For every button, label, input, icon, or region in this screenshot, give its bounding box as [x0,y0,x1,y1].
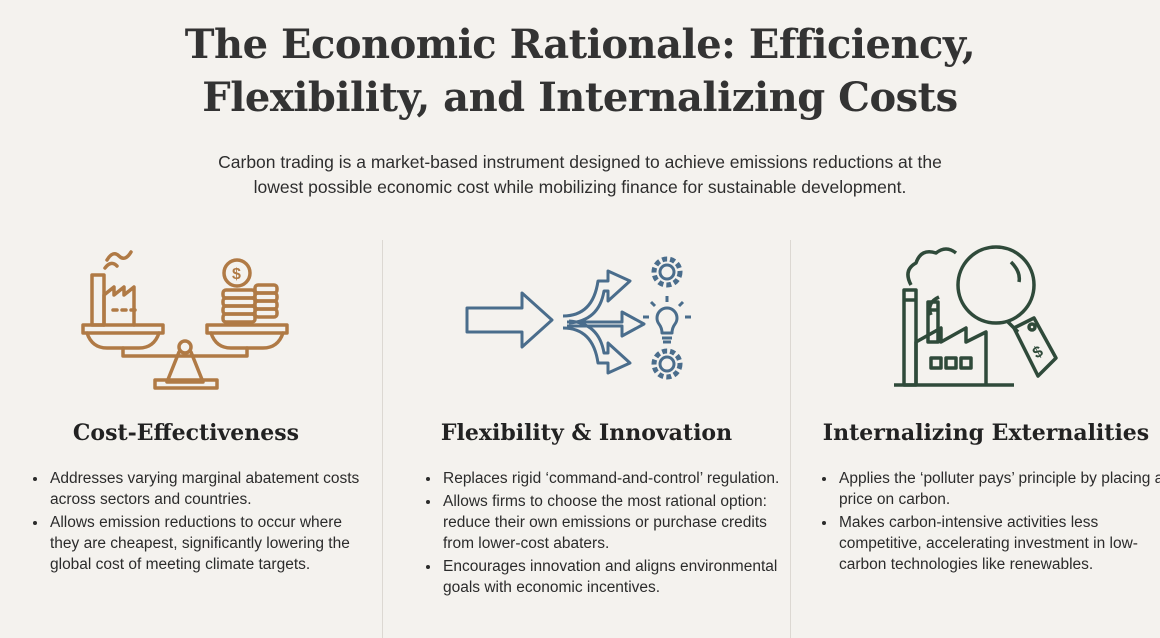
branching-arrows-gear-lightbulb-icon [465,256,691,380]
column-heading: Cost-Effectiveness [72,420,300,446]
column-divider [790,240,791,638]
page-subtitle: Carbon trading is a market-based instrum… [218,152,942,197]
bullet-item: Replaces rigid ‘command-and-control’ reg… [441,468,781,489]
factory-magnifier-price-tag-icon: $ [894,245,1058,387]
column-heading: Flexibility & Innovation [440,420,733,446]
bullet-list: Replaces rigid ‘command-and-control’ reg… [423,468,781,600]
bullet-item: Allows firms to choose the most rational… [441,491,781,554]
bullet-item: Applies the ‘polluter pays’ principle by… [837,468,1160,510]
column-divider [382,240,383,638]
bullet-item: Encourages innovation and aligns environ… [441,556,781,598]
bullet-list: Applies the ‘polluter pays’ principle by… [819,468,1160,577]
bullet-list: Addresses varying marginal abatement cos… [30,468,368,577]
bullet-item: Makes carbon-intensive activities less c… [837,512,1160,575]
column-heading: Internalizing Externalities [822,420,1150,446]
svg-text:$: $ [1030,343,1046,362]
svg-text:$: $ [232,266,241,283]
bullet-item: Addresses varying marginal abatement cos… [48,468,368,510]
balance-scale-factory-coins-icon: $ [81,250,289,390]
bullet-item: Allows emission reductions to occur wher… [48,512,368,575]
page-title: The Economic Rationale: Efficiency, Flex… [184,21,976,121]
